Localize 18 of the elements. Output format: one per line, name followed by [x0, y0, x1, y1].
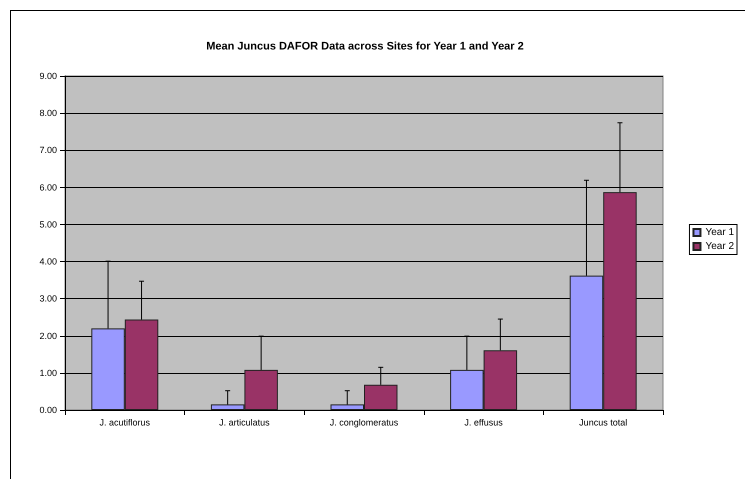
y-tick-label: 6.00: [39, 182, 57, 192]
y-tick-label: 1.00: [39, 368, 57, 378]
chart-title: Mean Juncus DAFOR Data across Sites for Year 1 and Year 2: [206, 40, 524, 52]
y-tick-label: 0.00: [39, 405, 57, 415]
legend-label: Year 1: [705, 227, 734, 238]
y-tick-label: 4.00: [39, 256, 57, 267]
y-tick-label: 3.00: [39, 294, 57, 304]
x-tick-label: J. acutiflorus: [100, 418, 151, 428]
y-tick-label: 2.00: [39, 330, 57, 341]
y-tick-label: 7.00: [39, 145, 57, 156]
legend-label: Year 2: [705, 241, 734, 252]
y-tick-label: 9.00: [39, 71, 57, 81]
y-tick-label: 5.00: [39, 219, 57, 230]
y-tick-label: 8.00: [39, 108, 57, 118]
x-tick-label: J. conglomeratus: [330, 418, 399, 428]
x-tick-label: J. effusus: [464, 418, 504, 428]
x-tick-label: J. articulatus: [219, 418, 270, 428]
x-tick-label: Juncus total: [579, 418, 628, 428]
